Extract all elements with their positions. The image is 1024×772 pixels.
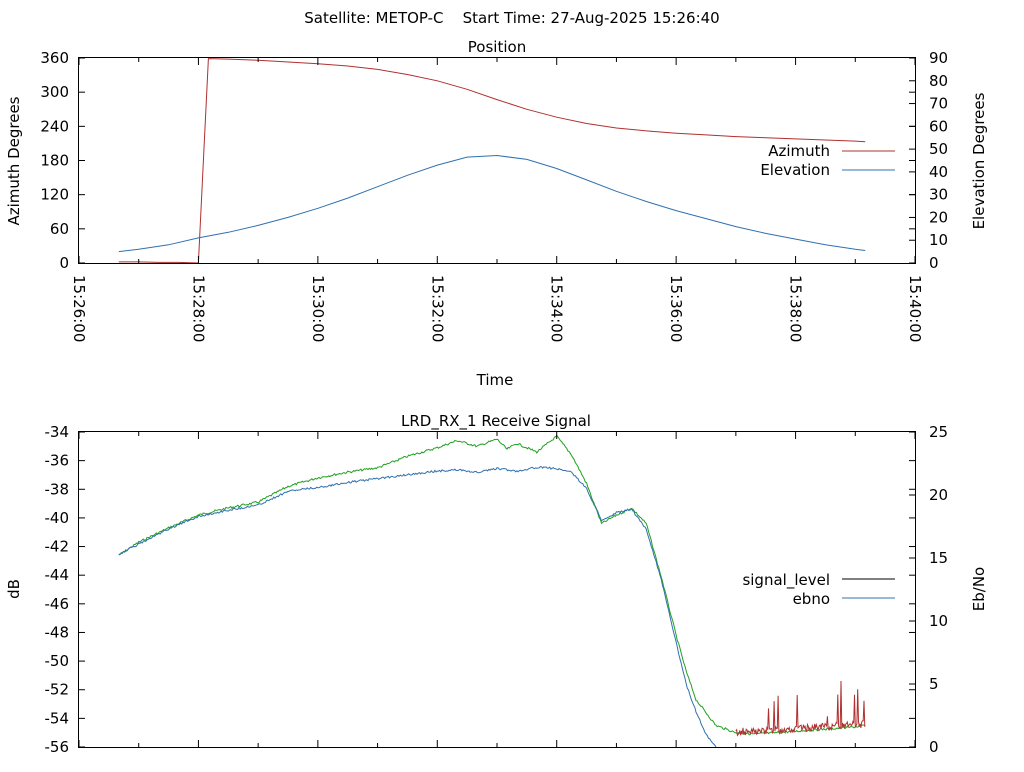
y2tick-label-30: 30	[929, 186, 948, 204]
ytick-label-44: -44	[45, 566, 70, 584]
series-line-azimuth	[118, 58, 866, 264]
position-chart-y2label: Elevation Degrees	[970, 92, 988, 229]
y2tick-label-20: 20	[929, 486, 948, 504]
position-chart-ylabel: Azimuth Degrees	[5, 96, 23, 225]
legend-label-signal-level: signal_level	[742, 571, 830, 590]
y2tick-label-40: 40	[929, 163, 948, 181]
position-legend: Azimuth Elevation	[760, 142, 895, 179]
y2tick-label-90: 90	[929, 49, 948, 67]
y2tick-label-0: 0	[929, 738, 939, 756]
series-line-elevation	[118, 154, 866, 253]
y2tick-label-10: 10	[929, 612, 948, 630]
ytick-label-240: 240	[40, 117, 69, 135]
receive-chart-ylabel: dB	[5, 579, 23, 599]
ytick-label-56: -56	[45, 738, 70, 756]
y2tick-label-70: 70	[929, 95, 948, 113]
y2tick-label-60: 60	[929, 117, 948, 135]
legend-label-elevation: Elevation	[760, 161, 830, 179]
ytick-label-300: 300	[40, 83, 69, 101]
series-line-signal-level-tail	[735, 680, 866, 737]
receive-chart-y2label: Eb/No	[970, 567, 988, 611]
position-chart-xlabel: Time	[476, 371, 514, 389]
receive-signal-chart: LRD_RX_1 Receive Signal -34 -36 -38 -40 -42 -…	[5, 412, 988, 756]
legend-label-azimuth: Azimuth	[768, 142, 830, 160]
xtick-label-15-32-00: 15:32:00	[428, 275, 446, 342]
ytick-label-36: -36	[45, 452, 70, 470]
xtick-label-15-34-00: 15:34:00	[548, 275, 566, 342]
series-line-signal-level	[118, 434, 866, 736]
legend-label-ebno: ebno	[793, 590, 830, 608]
ytick-label-42: -42	[45, 538, 70, 556]
ytick-label-52: -52	[45, 681, 70, 699]
position-plot-frame	[78, 57, 916, 264]
y2tick-label-10: 10	[929, 231, 948, 249]
xtick-label-15-40-00: 15:40:00	[906, 275, 924, 342]
xtick-label-15-28-00: 15:28:00	[189, 275, 207, 342]
ytick-label-50: -50	[45, 652, 70, 670]
y2tick-label-25: 25	[929, 423, 948, 441]
y2tick-label-80: 80	[929, 72, 948, 90]
page-title: Satellite: METOP-C Start Time: 27-Aug-20…	[304, 9, 719, 27]
y2tick-label-0: 0	[929, 254, 939, 272]
xtick-label-15-30-00: 15:30:00	[309, 275, 327, 342]
ytick-label-40: -40	[45, 509, 70, 527]
y2tick-label-15: 15	[929, 549, 948, 567]
position-chart: Position 0 60 120 180 240 300 360 0 10 20 30 40 50 60…	[5, 38, 988, 389]
receive-legend: signal_level ebno	[742, 571, 895, 608]
receive-signal-chart-title: LRD_RX_1 Receive Signal	[401, 412, 591, 431]
xtick-label-15-36-00: 15:36:00	[667, 275, 685, 342]
ytick-label-34: -34	[45, 423, 70, 441]
y2tick-label-50: 50	[929, 140, 948, 158]
ytick-label-0: 0	[59, 254, 69, 272]
ytick-label-360: 360	[40, 49, 69, 67]
ytick-label-48: -48	[45, 623, 70, 641]
position-chart-title: Position	[468, 38, 526, 56]
ytick-label-60: 60	[50, 220, 69, 238]
xtick-label-15-26-00: 15:26:00	[70, 275, 88, 342]
receive-plot-frame	[78, 431, 916, 748]
ytick-label-180: 180	[40, 152, 69, 170]
ytick-label-120: 120	[40, 186, 69, 204]
y2tick-label-20: 20	[929, 208, 948, 226]
series-line-ebno	[118, 466, 717, 747]
ytick-label-54: -54	[45, 709, 70, 727]
ytick-label-46: -46	[45, 595, 70, 613]
y2tick-label-5: 5	[929, 675, 939, 693]
xtick-label-15-38-00: 15:38:00	[787, 275, 805, 342]
ytick-label-38: -38	[45, 480, 70, 498]
